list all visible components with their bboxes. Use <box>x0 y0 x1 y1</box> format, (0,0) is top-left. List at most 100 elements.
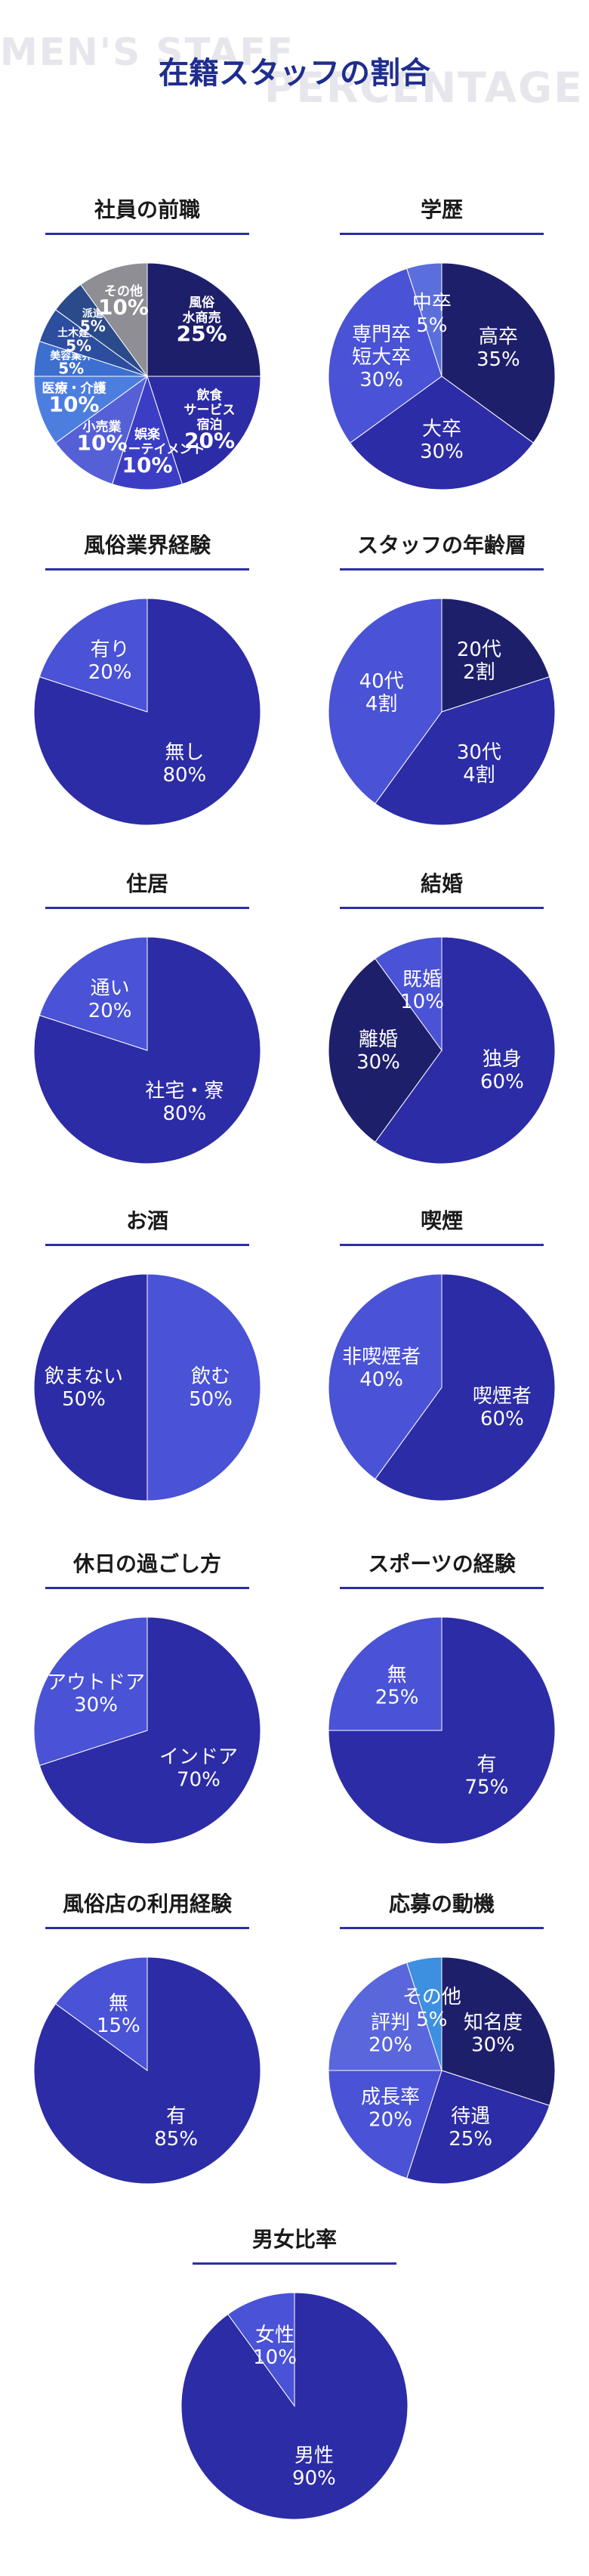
slice-value-label: 60% <box>480 1408 524 1430</box>
slice-label-text: 水商売 <box>183 310 221 326</box>
slice-label: 有75% <box>464 1754 508 1799</box>
chart-motivation: 応募の動機 知名度 30% 待遇 25% 成長率 20% 評判 20% その他 5% <box>317 1888 566 2195</box>
slice-label-text: 有 <box>476 1754 496 1777</box>
slice-label-text: 専門卒 <box>352 323 411 346</box>
slice-value-label: 10% <box>253 2346 297 2369</box>
pie-slice-2 <box>406 2070 550 2185</box>
slice-label-text: 宿泊 <box>197 417 223 433</box>
slice-label-text: 社宅・寮 <box>145 1080 224 1102</box>
title-underline <box>340 907 544 909</box>
slice-value-label: 4割 <box>463 764 495 787</box>
slice-value-label: 40% <box>359 1368 403 1391</box>
title-underline <box>340 1927 544 1929</box>
pie-slice-5 <box>406 1956 443 2071</box>
slice-value-label: 30% <box>420 441 464 463</box>
chart-education: 学歴 高卒 35% 大卒 30% 専門卒 短大卒 30% 中卒 5% <box>317 193 566 501</box>
slice-value-label: 30% <box>471 2034 515 2057</box>
chart-store-usage: 風俗店の利用経験有 85% 無 15% <box>23 1888 272 2195</box>
chart-industry-experience: 風俗業界経験無し 80% 有り 20% <box>23 529 272 837</box>
slice-label-text: 男性 <box>294 2445 334 2467</box>
slice-label-text: 知名度 <box>464 2012 523 2034</box>
pie-slice-2 <box>328 1273 443 1480</box>
slice-value-label: 75% <box>464 1776 508 1798</box>
slice-label-text: 娯楽 <box>134 426 161 442</box>
pie-chart: 有75% 無25% <box>328 1616 556 1845</box>
pie-slice-3 <box>328 267 443 444</box>
slice-label-text: 有り <box>91 639 130 661</box>
pie-slice-1 <box>375 1273 556 1501</box>
slice-label-text: 有 <box>166 2105 186 2128</box>
slice-label-text: 飲食 <box>196 388 224 404</box>
slice-value-label: 90% <box>292 2467 336 2490</box>
pie-slice-2 <box>54 1956 148 2071</box>
title-underline <box>340 1244 544 1246</box>
slice-value-label: 20% <box>184 428 235 453</box>
slice-label-text: 待遇 <box>451 2105 490 2128</box>
pie-slice-1 <box>441 1956 556 2106</box>
chart-holidays: 休日の過ごし方 インドア 70% アウトドア 30% <box>23 1548 272 1855</box>
slice-value-label: 60% <box>480 1071 524 1093</box>
pie-slice-3 <box>375 936 443 1052</box>
slice-value-label: 30% <box>74 1694 118 1717</box>
chart-title: 風俗業界経験 <box>83 533 211 558</box>
slice-label-text: 風俗 <box>189 295 215 311</box>
chart-age-range: スタッフの年齢層 20代 2割 30代 4割 40代 4割 <box>317 529 566 837</box>
chart-title: 応募の動機 <box>388 1891 495 1916</box>
slice-value-label: 4割 <box>365 693 398 716</box>
chart-title: 男女比率 <box>251 2227 337 2252</box>
pie-chart: 有85% 無15% <box>33 1956 261 2185</box>
slice-value-label: 30% <box>356 1051 400 1074</box>
pie-slice-2 <box>39 598 148 713</box>
slice-label: 派遣5% <box>80 307 106 335</box>
title-underline <box>45 1587 249 1589</box>
slice-label-text: 無し <box>165 741 204 764</box>
chart-title: スポーツの経験 <box>368 1551 516 1576</box>
slice-label-text: 成長率 <box>361 2086 420 2109</box>
slice-label-text: 評判 <box>371 2012 410 2034</box>
title-underline <box>45 1244 249 1246</box>
pie-slice-1 <box>441 262 556 444</box>
slice-value-label: 30% <box>359 369 403 391</box>
slice-value-label: 80% <box>162 764 206 787</box>
slice-value-label: 70% <box>177 1768 220 1791</box>
pie-slice-1 <box>39 1616 261 1845</box>
pie-slice-3 <box>328 598 443 805</box>
pie-slice-1 <box>146 262 261 377</box>
pie-slice-2 <box>33 1616 148 1766</box>
slice-value-label: 25% <box>449 2128 492 2151</box>
title-underline <box>340 568 544 571</box>
slice-label: 中卒5% <box>412 292 452 337</box>
pie-slice-1 <box>328 1616 556 1845</box>
slice-value-label: 5% <box>416 314 447 337</box>
chart-title: お酒 <box>125 1208 168 1233</box>
slice-value-label: 10% <box>98 295 149 320</box>
slice-label-text: アウトドア <box>47 1671 145 1694</box>
slice-value-label: 80% <box>162 1102 206 1125</box>
pie-slice-1 <box>146 1273 261 1501</box>
chart-title: スタッフの年齢層 <box>356 533 526 558</box>
slice-value-label: 15% <box>97 2015 140 2037</box>
slice-value-label: 10% <box>77 431 128 456</box>
